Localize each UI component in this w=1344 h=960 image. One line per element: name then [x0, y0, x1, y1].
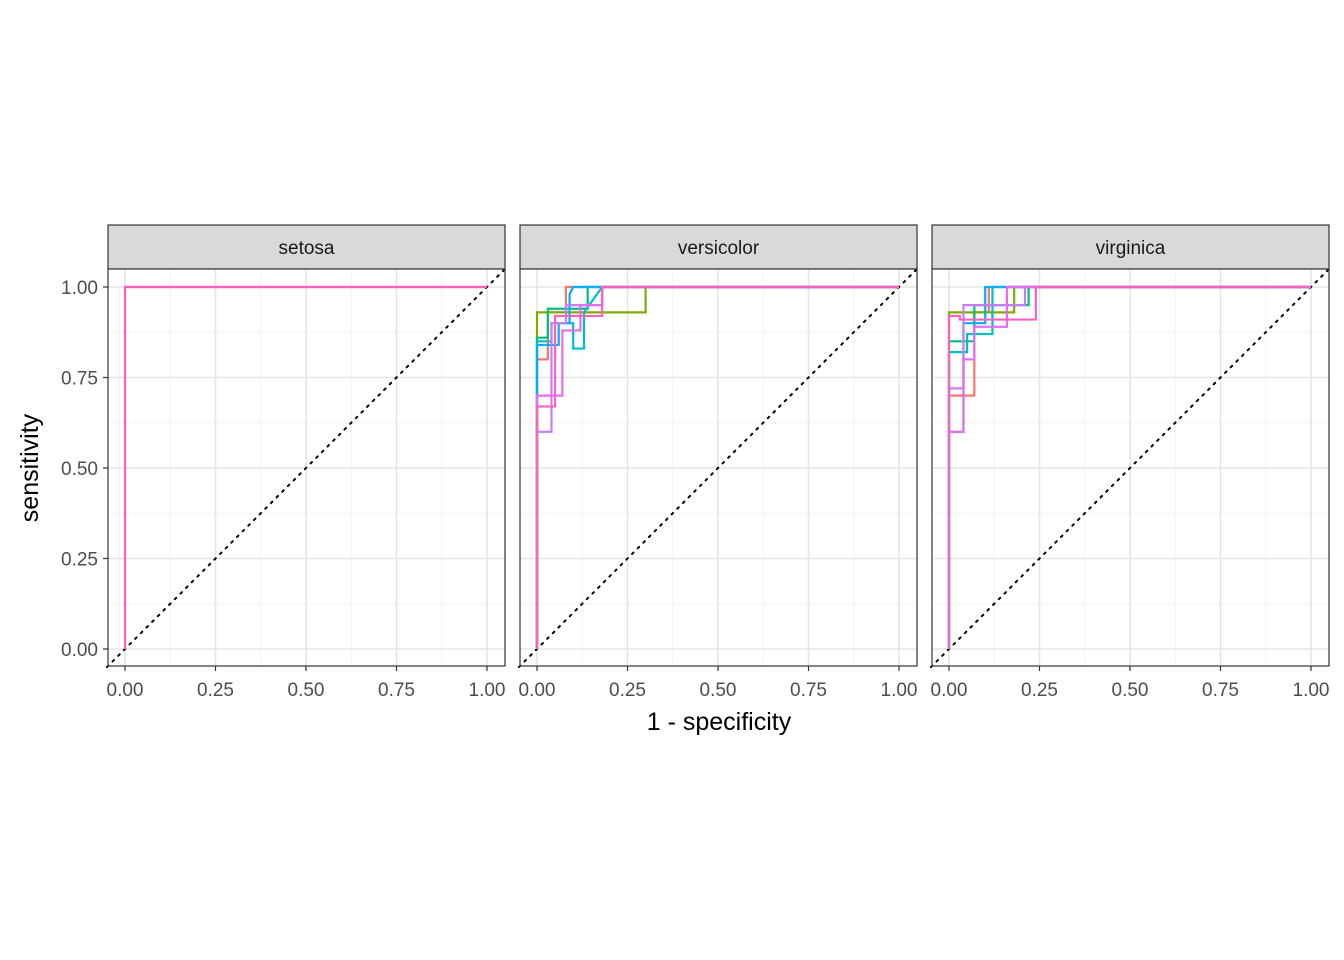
facet-strip — [931, 224, 1330, 270]
y-tick-label: 0.25 — [61, 550, 98, 571]
facet-panels: setosa 0.00 0.25 0.50 0.75 1.00 0.00 0.25 0.50 0.… — [61, 224, 1331, 701]
x-tick-label: 0.50 — [288, 680, 325, 701]
x-axis-title: 1 - specificity — [647, 708, 792, 736]
facet-strip-label: virginica — [1096, 238, 1166, 259]
y-tick-label: 0.00 — [61, 640, 98, 661]
x-tick-label: 0.50 — [1112, 680, 1149, 701]
x-tick-label: 0.25 — [609, 680, 646, 701]
x-tick-label: 0.75 — [378, 680, 415, 701]
x-tick-label: 0.75 — [790, 680, 827, 701]
roc-curve-4 — [535, 285, 899, 649]
x-tick-label: 0.25 — [197, 680, 234, 701]
x-tick-label: 0.00 — [107, 680, 144, 701]
facet-strip — [107, 224, 506, 270]
y-tick-label: 1.00 — [61, 278, 98, 299]
facet-strip-label: versicolor — [678, 238, 760, 259]
roc-curve-2 — [123, 285, 487, 649]
facet-versicolor: versicolor 0.00 0.25 0.50 0.75 1.00 — [517, 224, 919, 701]
roc-curve-8 — [535, 285, 899, 649]
roc-curve-7 — [947, 285, 1311, 649]
y-tick-label: 0.75 — [61, 369, 98, 390]
diagonal-reference-line — [517, 267, 919, 669]
x-tick-label: 1.00 — [1293, 680, 1330, 701]
roc-curve-8 — [947, 285, 1311, 649]
x-tick-label: 0.00 — [931, 680, 968, 701]
x-tick-label: 1.00 — [881, 680, 918, 701]
facet-virginica: virginica 0.00 0.25 0.50 0.75 1.00 — [929, 224, 1331, 701]
x-tick-label: 0.00 — [519, 680, 556, 701]
x-tick-label: 1.00 — [469, 680, 506, 701]
facet-strip — [519, 224, 918, 270]
y-tick-label: 0.50 — [61, 459, 98, 480]
diagonal-reference-line — [929, 267, 1331, 669]
x-tick-label: 0.75 — [1202, 680, 1239, 701]
y-axis-title: sensitivity — [16, 413, 44, 522]
x-tick-label: 0.50 — [700, 680, 737, 701]
facet-strip-label: setosa — [279, 238, 335, 259]
x-tick-label: 0.25 — [1021, 680, 1058, 701]
diagonal-reference-line — [105, 267, 507, 669]
facet-setosa: setosa 0.00 0.25 0.50 0.75 1.00 0.00 0.25 0.50 0.… — [61, 224, 507, 701]
